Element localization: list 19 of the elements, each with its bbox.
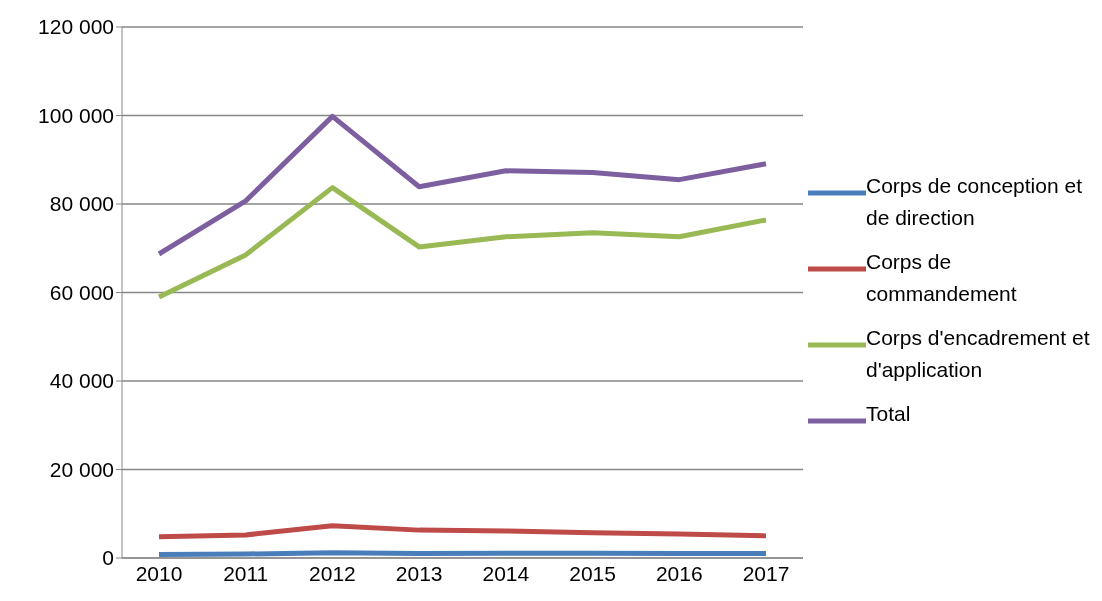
y-tick-label: 40 000 [49, 369, 114, 393]
y-tick-label: 20 000 [49, 457, 114, 481]
legend-label: Corps de commandement [866, 249, 1018, 307]
legend-label: Corps d'encadrement et d'application [866, 325, 1091, 383]
x-tick-label: 2016 [655, 561, 703, 585]
y-tick-label: 80 000 [49, 192, 114, 216]
y-tick-label: 60 000 [49, 280, 114, 304]
y-tick-label: 100 000 [38, 103, 114, 127]
x-tick-label: 2010 [135, 561, 183, 585]
x-tick-label: 2017 [742, 561, 790, 585]
x-tick-label: 2015 [569, 561, 616, 585]
x-tick-label: 2013 [395, 561, 443, 585]
x-tick-label: 2011 [223, 561, 269, 585]
legend-label: Total [866, 401, 911, 427]
x-tick-label: 2014 [482, 561, 530, 585]
y-tick-label: 120 000 [38, 15, 114, 39]
legend-label: Corps de conception et de direction [866, 173, 1083, 231]
y-tick-label: 0 [102, 546, 114, 570]
x-tick-label: 2012 [309, 561, 356, 585]
